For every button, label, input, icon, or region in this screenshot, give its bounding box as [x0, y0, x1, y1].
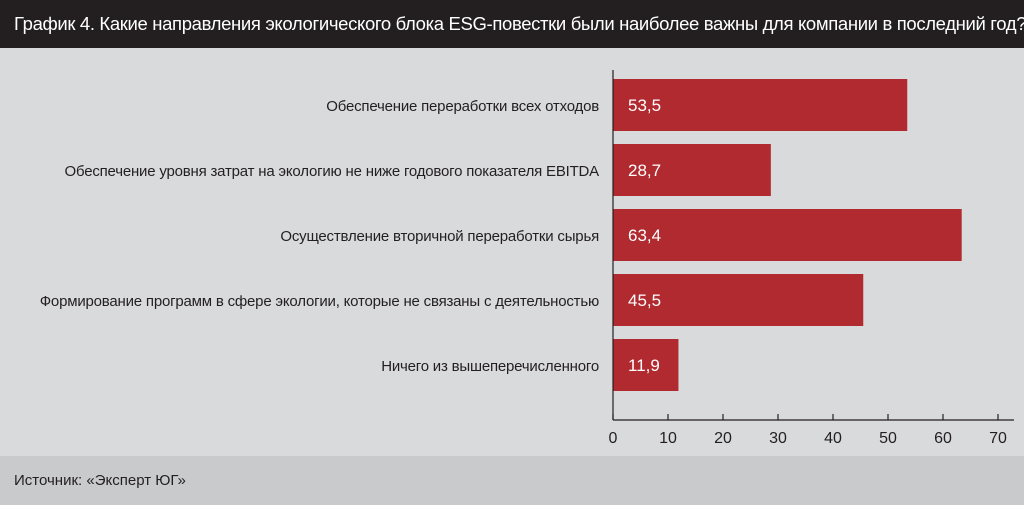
bar: [613, 79, 908, 131]
category-label: Обеспечение переработки всех отходов: [326, 98, 599, 115]
x-axis: 0 10 20 30 40 50 60 70: [609, 70, 1014, 447]
bar: [613, 144, 771, 196]
x-tick-label: 60: [934, 430, 952, 447]
x-tick-label: 0: [609, 430, 618, 447]
x-tick-label: 40: [824, 430, 842, 447]
source-note: Источник: «Эксперт ЮГ»: [0, 456, 1024, 505]
category-label: Осуществление вторичной переработки сырь…: [280, 228, 599, 245]
x-tick-label: 50: [879, 430, 897, 447]
bar-chart: 53,5 28,7 63,4 45,5 11,9 0 10 20 30 40 50 60 70 Обе…: [40, 70, 1014, 447]
data-label: 28,7: [628, 161, 661, 180]
bar: [613, 339, 679, 391]
category-labels: Обеспечение переработки всех отходов Обес…: [40, 98, 600, 375]
bar: [613, 209, 962, 261]
bar: [613, 274, 864, 326]
data-label: 45,5: [628, 291, 661, 310]
plot-area: 53,5 28,7 63,4 45,5 11,9 0 10 20 30 40 50 60 70 Обе…: [0, 48, 1024, 456]
x-tick-label: 10: [659, 430, 677, 447]
data-label: 63,4: [628, 226, 661, 245]
x-tick-label: 30: [769, 430, 787, 447]
bars-layer: 53,5 28,7 63,4 45,5 11,9: [613, 79, 962, 391]
data-label: 53,5: [628, 96, 661, 115]
chart-title: График 4. Какие направления экологическо…: [0, 0, 1024, 48]
data-label: 11,9: [628, 356, 660, 375]
category-label: Формирование программ в сфере экологии, …: [40, 293, 599, 310]
x-tick-label: 20: [714, 430, 732, 447]
category-label: Обеспечение уровня затрат на экологию не…: [65, 163, 600, 180]
x-tick-label: 70: [989, 430, 1007, 447]
category-label: Ничего из вышеперечисленного: [381, 358, 599, 375]
